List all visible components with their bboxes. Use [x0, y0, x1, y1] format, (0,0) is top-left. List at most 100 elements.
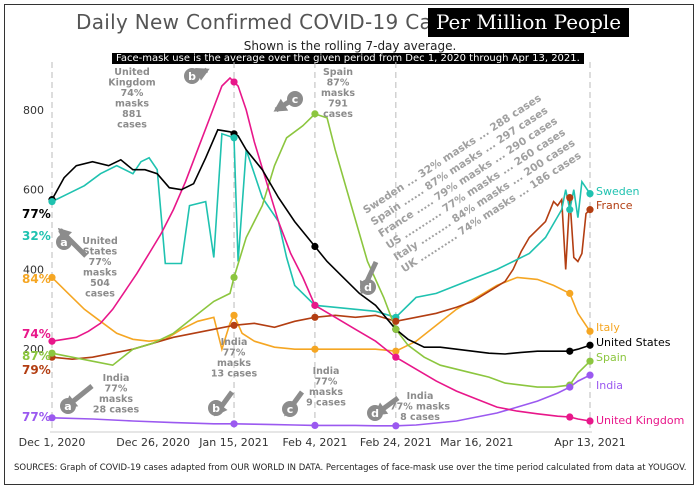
end-label: United States	[596, 336, 671, 349]
callout-letter: c	[287, 403, 294, 416]
start-mask-label: 84%	[22, 272, 51, 286]
callout-text: 87%	[327, 78, 350, 89]
y-tick-label: 600	[23, 184, 44, 197]
callout-text: masks	[309, 387, 343, 398]
callout-text: cases	[117, 120, 147, 131]
x-tick-label: Dec 26, 2020	[116, 436, 190, 449]
callout-letter: b	[212, 402, 220, 415]
callout-text: India	[313, 366, 340, 377]
series-marker-spain	[48, 349, 56, 357]
chart-subtitle: Shown is the rolling 7-day average.	[243, 39, 457, 53]
callout-text: masks	[83, 268, 117, 279]
series-marker-united-states	[586, 341, 594, 349]
callout-text: masks	[321, 88, 355, 99]
callout-badge	[184, 68, 200, 84]
series-line-india	[51, 374, 591, 427]
series-line-france	[51, 197, 591, 361]
series-marker-india	[392, 422, 400, 430]
series-marker-sweden	[586, 190, 594, 198]
start-mask-label: 32%	[22, 229, 51, 243]
callout-text: United	[82, 236, 118, 247]
start-mask-label: 77%	[22, 410, 51, 424]
callout-badge	[56, 234, 72, 250]
callout-letter: a	[60, 236, 67, 249]
series-marker-italy	[230, 311, 238, 319]
callout-text: 13 cases	[211, 369, 258, 380]
x-tick-label: Feb 24, 2021	[360, 436, 432, 449]
series-marker-france	[311, 313, 319, 321]
mask-note: Face-mask use is the average over the gi…	[112, 53, 584, 64]
series-marker-india	[230, 420, 238, 428]
chart-title: Daily New Confirmed COVID-19 Cases	[76, 10, 467, 34]
series-line-italy	[51, 276, 591, 353]
callout-text: 791	[328, 99, 348, 110]
x-tick-label: Dec 1, 2020	[19, 436, 86, 449]
series-line-spain	[51, 112, 591, 388]
series-marker-united-kingdom	[230, 78, 238, 86]
callout-text: 77% masks	[390, 402, 450, 413]
callout-badge	[60, 398, 76, 414]
series-marker-united-kingdom	[48, 337, 56, 345]
callout-text: 8 cases	[400, 412, 440, 423]
series-marker-france	[566, 194, 574, 202]
x-tick-label: Apr 13, 2021	[554, 436, 626, 449]
series-marker-sweden	[48, 198, 56, 206]
callout-badge	[208, 400, 224, 416]
series-marker-india	[48, 414, 56, 422]
callout-text: 77%	[105, 384, 128, 395]
end-label: Sweden	[596, 185, 639, 198]
series-marker-italy	[311, 345, 319, 353]
callout-text: 77%	[89, 257, 112, 268]
end-label: India	[596, 379, 623, 392]
callout-arrowhead	[273, 98, 289, 112]
series-marker-india	[311, 421, 319, 430]
y-tick-label: 800	[23, 104, 44, 117]
callout-letter: b	[188, 70, 196, 83]
series-marker-united-kingdom	[311, 301, 319, 309]
end-label: Spain	[596, 351, 627, 364]
series-marker-spain	[586, 357, 594, 365]
callout-letter: d	[371, 407, 379, 420]
series-marker-italy	[566, 289, 574, 297]
start-mask-label: 79%	[22, 363, 51, 377]
callout-text: Kingdom	[108, 78, 156, 89]
series-marker-united-states	[566, 347, 574, 355]
end-label: United Kingdom	[596, 414, 684, 427]
start-mask-label: 77%	[22, 207, 51, 221]
callout-text: 77%	[315, 377, 338, 388]
series-marker-spain	[230, 273, 238, 282]
series-line-united-kingdom	[51, 76, 591, 422]
series-marker-france	[392, 317, 400, 325]
series-marker-italy	[48, 273, 56, 282]
callout-badge	[360, 279, 376, 295]
y-tick-label: 400	[23, 263, 44, 276]
series-marker-united-kingdom	[566, 413, 574, 421]
series-marker-france	[230, 321, 238, 329]
series-marker-france	[586, 206, 594, 214]
callout-text: 881	[122, 109, 142, 120]
callout-text: 9 cases	[306, 398, 346, 409]
title-row: Daily New Confirmed COVID-19 Cases Per M…	[0, 8, 700, 40]
series-marker-sweden	[230, 134, 238, 142]
callout-letter: a	[64, 400, 71, 413]
series-marker-spain	[311, 110, 319, 118]
start-mask-label: 74%	[22, 327, 51, 341]
chart-frame	[4, 4, 694, 485]
x-tick-label: Feb 4, 2021	[282, 436, 347, 449]
series-marker-sweden	[566, 206, 574, 214]
callout-text: cases	[85, 289, 115, 300]
callout-text: 504	[90, 278, 110, 289]
callout-badge	[287, 91, 303, 107]
series-marker-italy	[392, 347, 400, 355]
diagonal-summary: Sweden ... 32% masks ... 288 casesSpain …	[361, 92, 583, 275]
callout-text: States	[83, 247, 118, 258]
callout-text: 74%	[121, 88, 144, 99]
series-marker-india	[586, 371, 594, 379]
callout-text: India	[221, 337, 248, 348]
callout-letter: d	[364, 281, 372, 294]
callout-text: cases	[323, 109, 353, 120]
callout-text: United	[114, 67, 150, 78]
callout-badge	[282, 401, 298, 417]
callout-text: India	[103, 373, 130, 384]
